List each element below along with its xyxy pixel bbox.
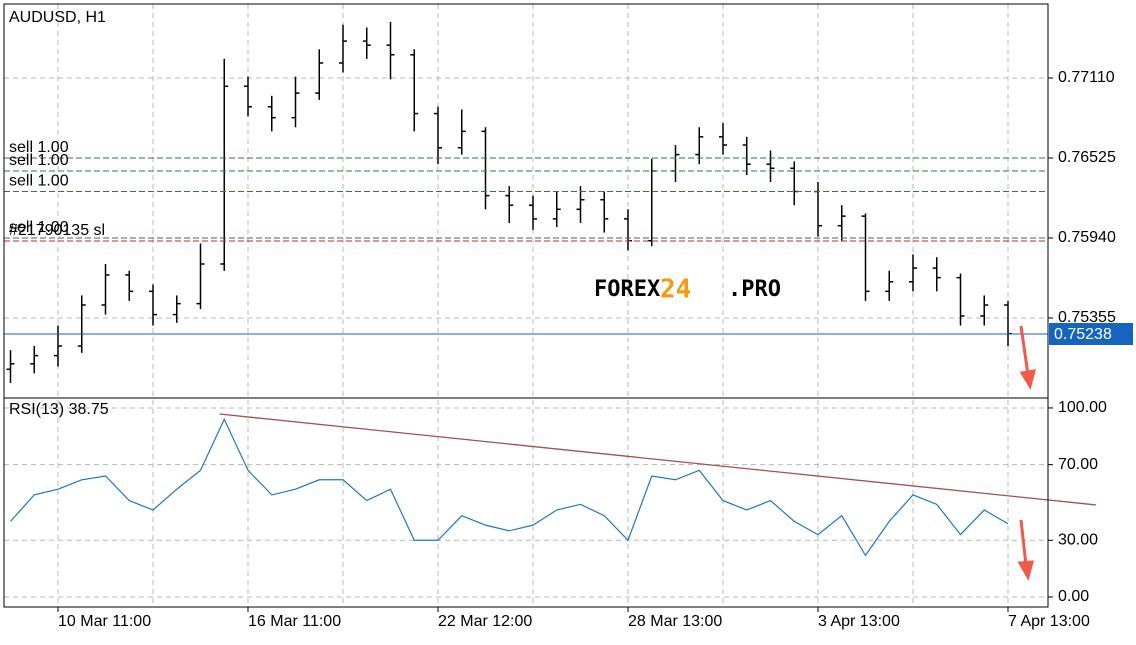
watermark-number: 24 [660, 275, 691, 305]
order-label: sell 1.00 [9, 173, 69, 190]
x-tick-label: 28 Mar 13:00 [628, 613, 722, 630]
y-tick-label: 0.75940 [1058, 229, 1116, 246]
order-label: sell 1.00 [9, 152, 69, 169]
chart-title: AUDUSD, H1 [9, 9, 106, 26]
arrow [1019, 325, 1030, 376]
order-label: sell 1.00 [9, 139, 69, 156]
rsi-line [10, 417, 1009, 557]
y-tick-label: 30.00 [1058, 531, 1098, 548]
y-tick-label: 0.77110 [1058, 69, 1115, 86]
order-label: #21790135 sl [9, 222, 105, 239]
arrow [1019, 519, 1028, 566]
marks [4, 21, 1096, 557]
x-tick-label: 22 Mar 12:00 [438, 613, 532, 630]
trendline [219, 413, 1096, 506]
arrow-head [1019, 369, 1037, 390]
x-tick-label: 3 Apr 13:00 [818, 613, 900, 630]
x-tick-label: 16 Mar 11:00 [248, 613, 341, 630]
price-label-box [1049, 323, 1133, 346]
y-tick-label: 0.75355 [1058, 309, 1116, 326]
y-tick-label: 70.00 [1058, 456, 1098, 473]
watermark-text: .PRO [728, 277, 781, 302]
price-label: 0.75238 [1054, 326, 1112, 343]
order-label: sell 1.00 [9, 219, 69, 236]
rsi-title: RSI(13) 38.75 [9, 401, 109, 418]
watermark-text: FOREX [594, 277, 660, 302]
x-tick-label: 7 Apr 13:00 [1008, 613, 1090, 630]
frame [3, 3, 1049, 608]
x-tick-label: 10 Mar 11:00 [58, 613, 151, 630]
arrow-head [1017, 560, 1034, 581]
watermark: FOREX 24 .PRO [594, 275, 781, 305]
y-tick-label: 0.76525 [1058, 149, 1116, 166]
arrows [1017, 325, 1037, 581]
y-tick-label: 0.00 [1058, 588, 1089, 605]
y-tick-label: 100.00 [1058, 399, 1107, 416]
